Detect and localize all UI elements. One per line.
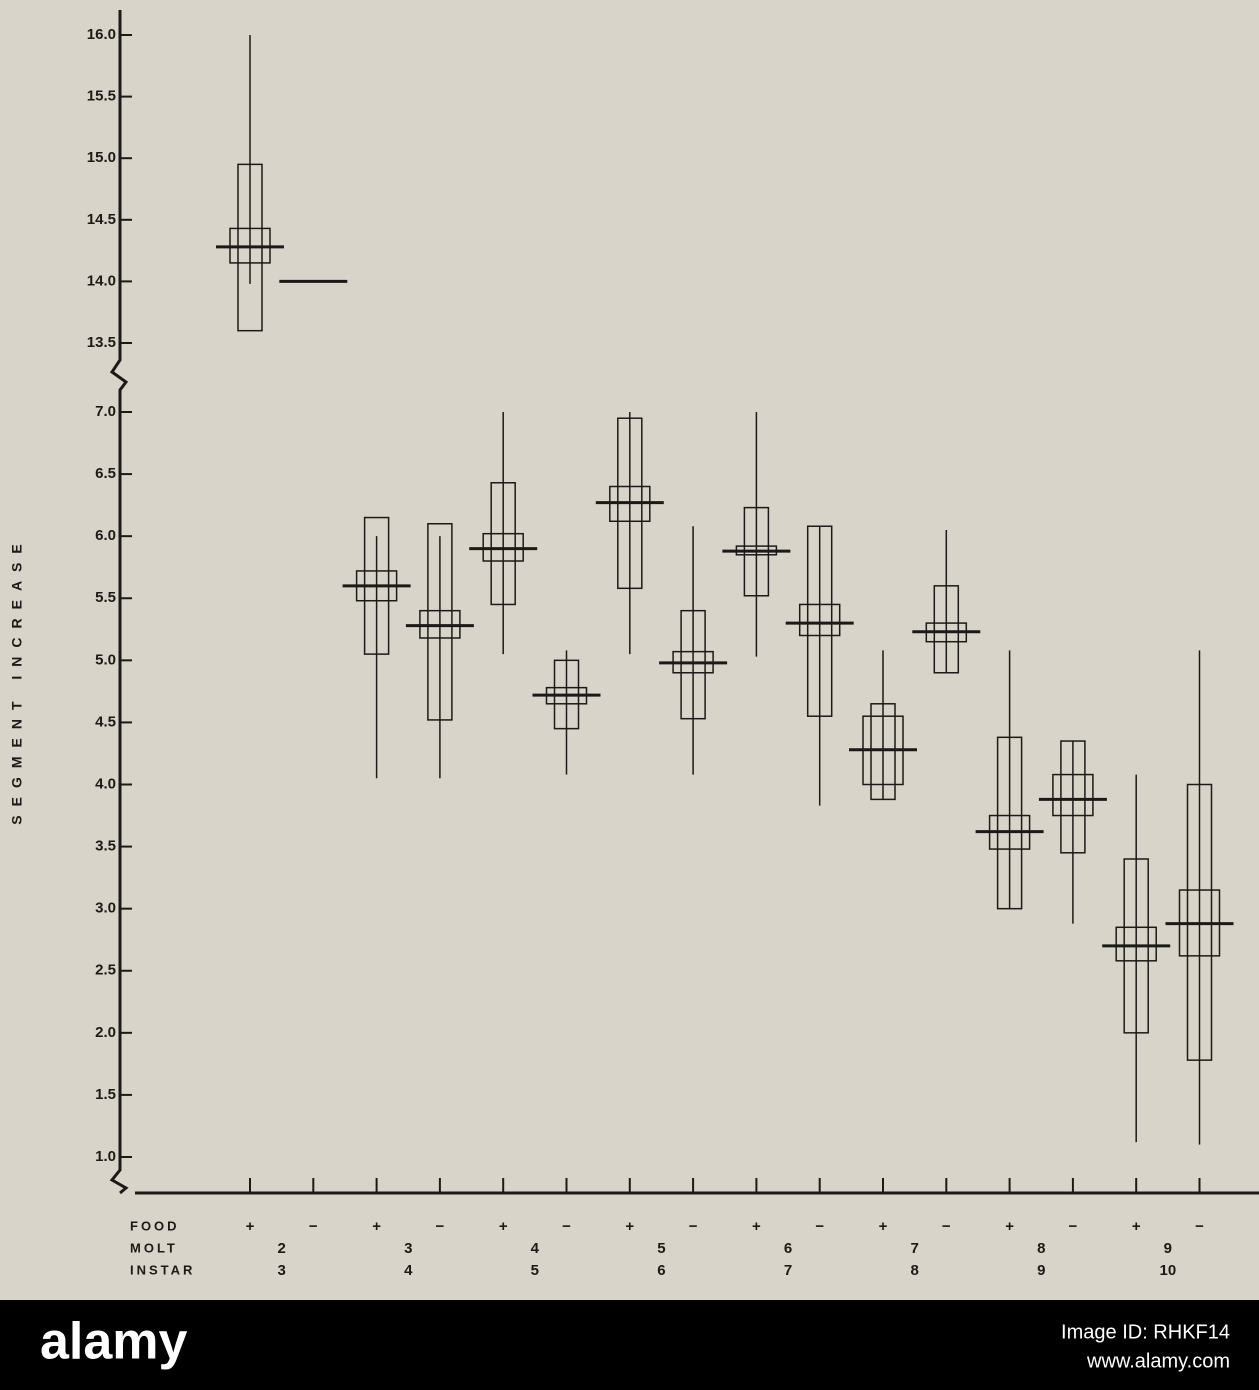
sd-box — [806, 525, 833, 717]
instar-label: 10 — [1160, 1262, 1177, 1279]
row-label: MOLT — [130, 1240, 178, 1255]
instar-label: 5 — [531, 1262, 539, 1279]
sd-box — [996, 736, 1023, 910]
molt-label: 3 — [404, 1240, 412, 1257]
y-axis-label: SEGMENT INCREASE — [9, 535, 25, 824]
se-box — [1115, 926, 1157, 962]
instar-label: 8 — [910, 1262, 918, 1279]
food-label: + — [1132, 1218, 1141, 1235]
food-label: + — [499, 1218, 508, 1235]
y-tick-label: 15.5 — [87, 88, 116, 105]
food-label: − — [689, 1218, 698, 1235]
food-label: − — [942, 1218, 951, 1235]
instar-label: 6 — [657, 1262, 665, 1279]
y-tick-label: 4.0 — [95, 775, 116, 792]
food-label: − — [815, 1218, 824, 1235]
row-label: INSTAR — [130, 1262, 195, 1277]
sd-box — [870, 703, 896, 801]
y-tick-label: 3.0 — [95, 900, 116, 917]
y-tick-label: 6.0 — [95, 527, 116, 544]
y-tick-label: 5.5 — [95, 589, 116, 606]
se-box — [798, 603, 841, 637]
footer-bar — [0, 1300, 1259, 1390]
instar-label: 9 — [1037, 1262, 1045, 1279]
molt-label: 6 — [784, 1240, 792, 1257]
sd-box — [680, 609, 706, 720]
molt-label: 9 — [1164, 1240, 1172, 1257]
food-label: − — [309, 1218, 318, 1235]
y-tick-label: 1.0 — [95, 1148, 116, 1165]
sd-box — [427, 523, 453, 721]
y-tick-label: 1.5 — [95, 1086, 116, 1103]
food-label: + — [752, 1218, 761, 1235]
food-label: − — [1195, 1218, 1204, 1235]
y-tick-label: 2.0 — [95, 1024, 116, 1041]
molt-label: 2 — [277, 1240, 285, 1257]
y-tick-label: 6.5 — [95, 465, 116, 482]
y-tick-label: 3.5 — [95, 838, 116, 855]
food-label: − — [1069, 1218, 1078, 1235]
se-box — [1052, 773, 1094, 817]
food-label: + — [246, 1218, 255, 1235]
instar-label: 7 — [784, 1262, 792, 1279]
url: www.alamy.com — [1086, 1350, 1230, 1372]
row-label: FOOD — [130, 1218, 180, 1233]
y-tick-label: 14.0 — [87, 272, 116, 289]
molt-label: 7 — [910, 1240, 918, 1257]
image-id: Image ID: RHKF14 — [1061, 1321, 1230, 1343]
food-label: + — [625, 1218, 634, 1235]
y-tick-label: 2.5 — [95, 962, 116, 979]
instar-label: 3 — [277, 1262, 285, 1279]
food-label: − — [562, 1218, 571, 1235]
instar-label: 4 — [404, 1262, 413, 1279]
food-label: + — [879, 1218, 888, 1235]
sd-box — [490, 482, 516, 606]
food-label: + — [1005, 1218, 1014, 1235]
food-label: − — [436, 1218, 445, 1235]
sd-box — [1060, 740, 1086, 854]
sd-box — [933, 585, 960, 674]
y-tick-label: 16.0 — [87, 26, 116, 43]
y-tick-label: 4.5 — [95, 713, 116, 730]
molt-label: 4 — [531, 1240, 540, 1257]
molt-label: 8 — [1037, 1240, 1045, 1257]
y-tick-label: 15.0 — [87, 149, 116, 166]
y-tick-label: 14.5 — [87, 211, 116, 228]
y-tick-label: 7.0 — [95, 403, 116, 420]
y-tick-label: 13.5 — [87, 334, 116, 351]
brand: alamy — [40, 1313, 188, 1371]
food-label: + — [372, 1218, 381, 1235]
y-tick-label: 5.0 — [95, 651, 116, 668]
y-axis — [109, 10, 129, 1195]
molt-label: 5 — [657, 1240, 665, 1257]
